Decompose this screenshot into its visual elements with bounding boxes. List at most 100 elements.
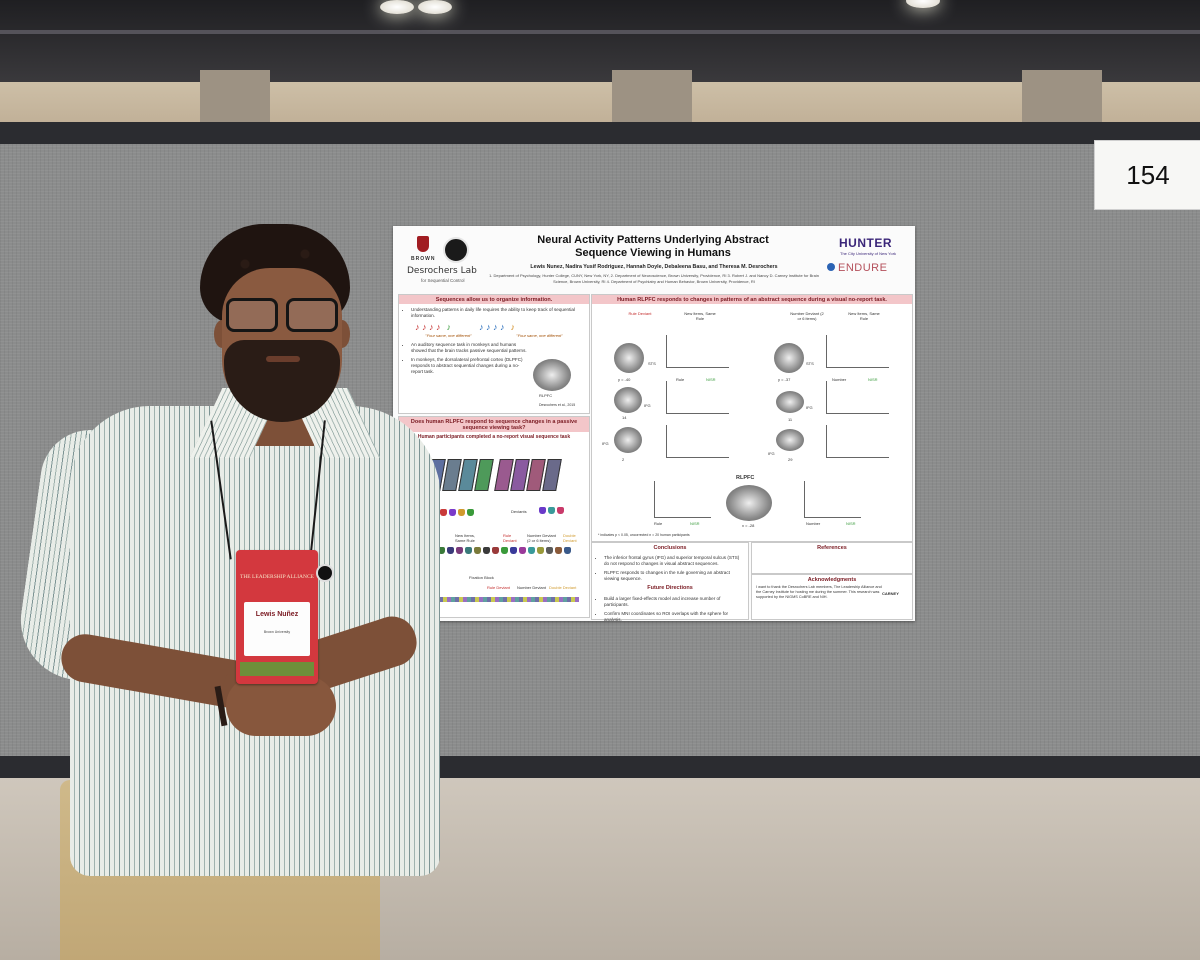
conclusion-bullet: RLPFC responds to changes in the rule go…	[604, 570, 744, 582]
x-axis-label: NISR	[706, 377, 716, 382]
endure-logo-icon	[827, 263, 835, 271]
brain-scan-image	[776, 429, 804, 451]
type-label: Number Deviant (2 or 6 items)	[527, 533, 556, 543]
coordinate-label: 2	[622, 457, 625, 462]
references-section: References	[751, 542, 913, 574]
music-note-icon: ♪	[510, 322, 516, 332]
conclusions-section: Conclusions The inferior frontal gyrus (…	[591, 542, 749, 622]
rlpfc-plot-axis	[654, 481, 711, 518]
stimulus-icon	[458, 509, 465, 516]
name-badge: THE LEADERSHIP ALLIANCE Lewis Nuñez Brow…	[236, 550, 318, 684]
brain-scan-image	[774, 343, 804, 373]
stimulus-icon	[528, 547, 535, 554]
x-axis-label: NISR	[868, 377, 878, 382]
glasses-icon	[226, 298, 338, 332]
rlpfc-brain-image	[726, 485, 772, 521]
future-heading: Future Directions	[592, 585, 748, 593]
poster-title: Neural Activity Patterns Underlying Abst…	[537, 234, 769, 259]
region-label: IFG	[768, 451, 775, 456]
region-label: STS	[806, 361, 814, 366]
badge-stripe	[240, 662, 314, 676]
coordinate-label: y = -40	[618, 377, 631, 382]
university-seal-icon	[443, 237, 469, 263]
intro-bullet: Understanding patterns in daily life req…	[411, 307, 581, 319]
presenter-person: THE LEADERSHIP ALLIANCE Lewis Nuñez Brow…	[13, 220, 440, 960]
stimulus-icon	[483, 547, 490, 554]
stimulus-icon	[474, 547, 481, 554]
results-section: Human RLPFC responds to changes in patte…	[591, 294, 913, 542]
badge-card: Lewis Nuñez Brown University	[244, 602, 310, 656]
badge-name: Lewis Nuñez	[255, 611, 299, 618]
ceiling-light	[418, 0, 452, 14]
ceiling	[0, 0, 1200, 82]
sequence-card	[474, 459, 494, 491]
mouth	[266, 356, 300, 362]
rlpfc-plot-axis	[804, 481, 861, 518]
x-axis-label: Number	[832, 377, 847, 382]
poster-header: BROWN Desrochers Lab for Sequential Cont…	[393, 226, 915, 292]
stimulus-icon	[555, 547, 562, 554]
rlpfc-heading: RLPFC	[736, 475, 755, 481]
bar-plot-axis	[666, 335, 729, 368]
x-axis-label: Rule	[654, 521, 663, 526]
question-heading: Does human RLPFC respond to sequence cha…	[399, 417, 589, 432]
acknowledgments-section: Acknowledgments I want to thank the Desr…	[751, 574, 913, 620]
glasses-lens	[286, 298, 338, 332]
acknowledgments-text: I want to thank the Desrochers Lab membe…	[756, 585, 882, 599]
brain-image	[533, 359, 571, 391]
results-right-title: Number Deviant (2 or 6 items)	[790, 311, 824, 321]
poster-authors: Lewis Nunez, Nadira Yusif Rodriguez, Han…	[530, 264, 778, 270]
bar-plot-axis	[666, 381, 729, 414]
stimulus-icon	[510, 547, 517, 554]
badge-org: THE LEADERSHIP ALLIANCE	[239, 574, 315, 580]
pillar	[200, 70, 270, 130]
region-label: IFG	[602, 441, 609, 446]
region-label: IFG	[806, 405, 813, 410]
stimulus-icon	[557, 507, 564, 514]
block-label: Double Deviant	[549, 585, 577, 590]
brain-scan-image	[614, 343, 644, 373]
stimulus-icon	[564, 547, 571, 554]
future-bullets: Build a larger fixed-effects model and i…	[592, 593, 748, 622]
stimulus-icon	[456, 547, 463, 554]
future-bullet: Confirm MNI coordinates so ROI overlaps …	[604, 611, 744, 622]
conclusions-heading: Conclusions	[592, 543, 748, 552]
block-label: Fixation Block	[469, 575, 494, 580]
references-heading: References	[752, 543, 912, 552]
type-label: Rule Deviant	[503, 533, 517, 543]
lab-logo-text: Desrochers Lab	[407, 266, 477, 276]
brain-label: RLPFC	[539, 393, 553, 398]
research-poster: BROWN Desrochers Lab for Sequential Cont…	[393, 226, 915, 621]
brown-shield-icon	[417, 236, 429, 252]
bar-plot-axis	[826, 335, 889, 368]
ceiling-beam	[0, 30, 1200, 34]
stimulus-icon	[467, 509, 474, 516]
brown-logo-text: BROWN	[411, 256, 436, 262]
stimulus-icon	[440, 509, 447, 516]
intro-bullet: An auditory sequence task in monkeys and…	[411, 342, 531, 354]
question-subheading: Human participants completed a no-report…	[399, 432, 589, 441]
x-axis-label: Number	[806, 521, 821, 526]
rlpfc-coordinate: x = -28	[742, 523, 755, 528]
stimulus-icon	[546, 547, 553, 554]
ceiling-light	[906, 0, 940, 8]
stimulus-icon	[501, 547, 508, 554]
results-left-compare: New Items, Same Rule	[684, 311, 716, 321]
music-note-icon: ♪ ♪ ♪ ♪	[415, 322, 441, 332]
x-axis-label: Rule	[676, 377, 685, 382]
region-label: IFG	[644, 403, 651, 408]
stimulus-icon	[449, 509, 456, 516]
glasses-lens	[226, 298, 278, 332]
x-axis-label: NISR	[846, 521, 856, 526]
brain-scan-image	[614, 387, 642, 413]
x-axis-label: NISR	[690, 521, 700, 526]
display-panel-frame	[0, 122, 1200, 144]
stimulus-icon	[537, 547, 544, 554]
type-label: Double Deviant	[563, 533, 577, 543]
endure-logo: ENDURE	[838, 262, 888, 274]
pillar	[1022, 70, 1102, 130]
intro-citation: Desrochers et al., 2015	[539, 403, 576, 407]
stimulus-icon	[438, 547, 445, 554]
conclusion-bullet: The inferior frontal gyrus (IFG) and sup…	[604, 555, 744, 567]
